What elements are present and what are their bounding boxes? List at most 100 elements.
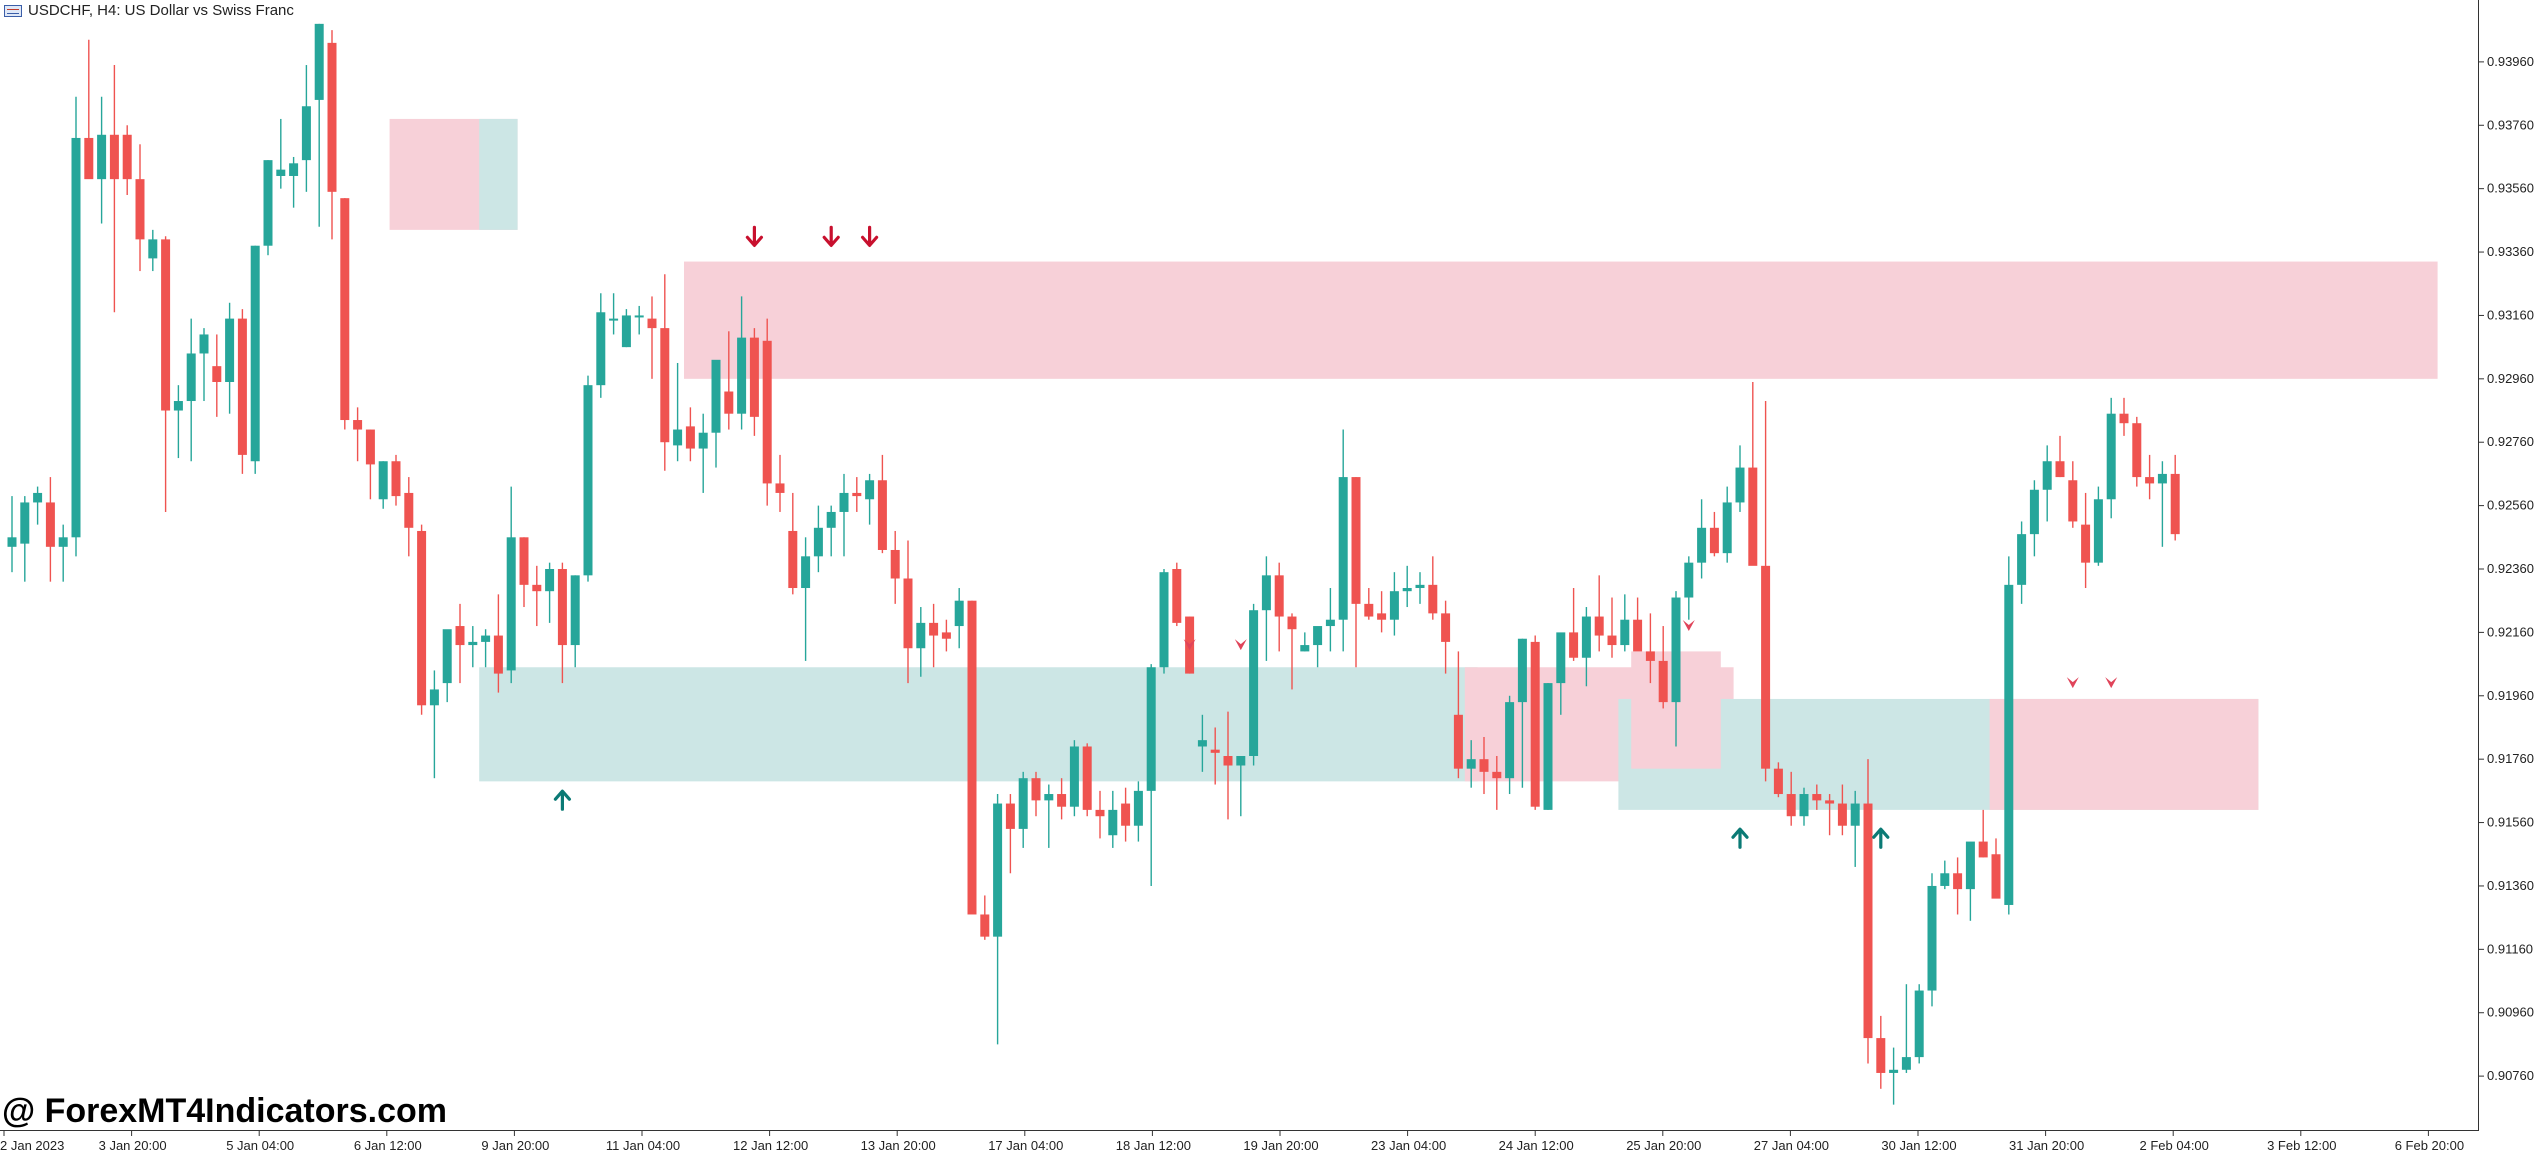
candle-body	[1697, 527, 1707, 563]
candle-body	[609, 318, 619, 321]
candle	[1620, 594, 1630, 652]
candle-body	[1095, 809, 1105, 817]
candle	[1415, 572, 1425, 604]
price-tick-label: 0.93960	[2487, 54, 2534, 69]
candle	[532, 565, 542, 627]
candle-body	[365, 429, 375, 465]
candle	[1069, 740, 1079, 817]
price-tick-label: 0.92360	[2487, 561, 2534, 576]
time-tick-label: 18 Jan 12:00	[1116, 1138, 1191, 1153]
candle	[1901, 984, 1911, 1073]
candle	[1402, 565, 1412, 608]
candle-body	[506, 537, 516, 671]
candle	[455, 603, 465, 684]
time-tick-label: 2 Jan 2023	[0, 1138, 64, 1153]
candle-body	[2093, 499, 2103, 563]
candle-body	[993, 803, 1003, 937]
candle-body	[468, 641, 478, 646]
candle	[877, 454, 887, 554]
candle	[378, 461, 388, 509]
candle	[148, 229, 158, 272]
candle	[1876, 1015, 1886, 1089]
candle-body	[954, 600, 964, 627]
candle-body	[1197, 740, 1207, 747]
candle	[557, 562, 567, 684]
candle	[583, 375, 593, 582]
candle-body	[314, 23, 324, 100]
candle-body	[481, 635, 491, 642]
price-tick-label: 0.92560	[2487, 498, 2534, 513]
candle-body	[1530, 641, 1540, 807]
candle-body	[2029, 489, 2039, 535]
candle-body	[1005, 803, 1015, 829]
candle-body	[634, 315, 644, 318]
candle	[327, 30, 337, 240]
candle	[788, 492, 798, 595]
buy-arrow-icon	[1731, 827, 1749, 849]
candle-body	[801, 556, 811, 589]
candle	[698, 413, 708, 493]
candle	[1146, 664, 1156, 886]
candle	[2081, 492, 2091, 589]
candle	[1530, 635, 1540, 810]
candle-body	[1172, 569, 1182, 623]
candle-body	[353, 420, 363, 430]
candle	[1249, 603, 1259, 766]
candle	[980, 895, 990, 940]
candle-body	[532, 584, 542, 592]
candle-body	[378, 461, 388, 500]
candle	[1172, 562, 1182, 627]
candle-body	[1927, 885, 1937, 991]
candle	[506, 486, 516, 684]
candle	[1223, 711, 1233, 820]
candle-body	[1581, 616, 1591, 658]
candle-body	[1287, 616, 1297, 630]
candle-body	[1620, 619, 1630, 646]
candle-body	[1325, 619, 1335, 627]
time-tick-label: 25 Jan 20:00	[1626, 1138, 1701, 1153]
signal-marker-icon	[2105, 677, 2118, 689]
candle	[1236, 756, 1246, 817]
candle	[1428, 556, 1438, 620]
price-tick-label: 0.93760	[2487, 117, 2534, 132]
candle	[1466, 740, 1476, 788]
candle	[1786, 771, 1796, 826]
candle	[173, 385, 183, 459]
time-tick-label: 13 Jan 20:00	[861, 1138, 936, 1153]
chart-title-bar: USDCHF, H4: US Dollar vs Swiss Franc	[4, 2, 294, 19]
candle	[1850, 790, 1860, 867]
candle-body	[749, 337, 759, 417]
time-tick-label: 11 Jan 04:00	[606, 1138, 680, 1153]
candle	[289, 156, 299, 208]
candle-body	[1914, 990, 1924, 1058]
price-tick-label: 0.92760	[2487, 434, 2534, 449]
candle	[1479, 736, 1489, 795]
candle	[967, 600, 977, 915]
candle	[468, 626, 478, 668]
price-tick-label: 0.91160	[2487, 941, 2533, 956]
symbol-title: USDCHF, H4: US Dollar vs Swiss Franc	[28, 2, 294, 19]
price-tick-label: 0.93160	[2487, 307, 2534, 322]
candle-body	[173, 401, 183, 411]
price-tick-label: 0.91560	[2487, 815, 2534, 830]
price-tick-label: 0.93360	[2487, 244, 2534, 259]
candle	[1031, 771, 1041, 817]
candle-body	[84, 137, 94, 180]
candle	[1825, 794, 1835, 836]
candle	[1082, 743, 1092, 817]
candle	[737, 296, 747, 430]
candle	[929, 603, 939, 668]
time-tick-label: 6 Feb 20:00	[2395, 1138, 2464, 1153]
price-tick-label: 0.91960	[2487, 688, 2534, 703]
candle-body	[1479, 759, 1489, 772]
candle-body	[519, 537, 529, 585]
candle-layer	[7, 23, 2180, 1105]
candle-body	[903, 578, 913, 649]
time-tick-label: 19 Jan 20:00	[1243, 1138, 1318, 1153]
time-tick-label: 2 Feb 04:00	[2140, 1138, 2209, 1153]
candle-body	[109, 134, 119, 180]
supply-zone	[1989, 698, 2259, 810]
candle-body	[1402, 588, 1412, 592]
